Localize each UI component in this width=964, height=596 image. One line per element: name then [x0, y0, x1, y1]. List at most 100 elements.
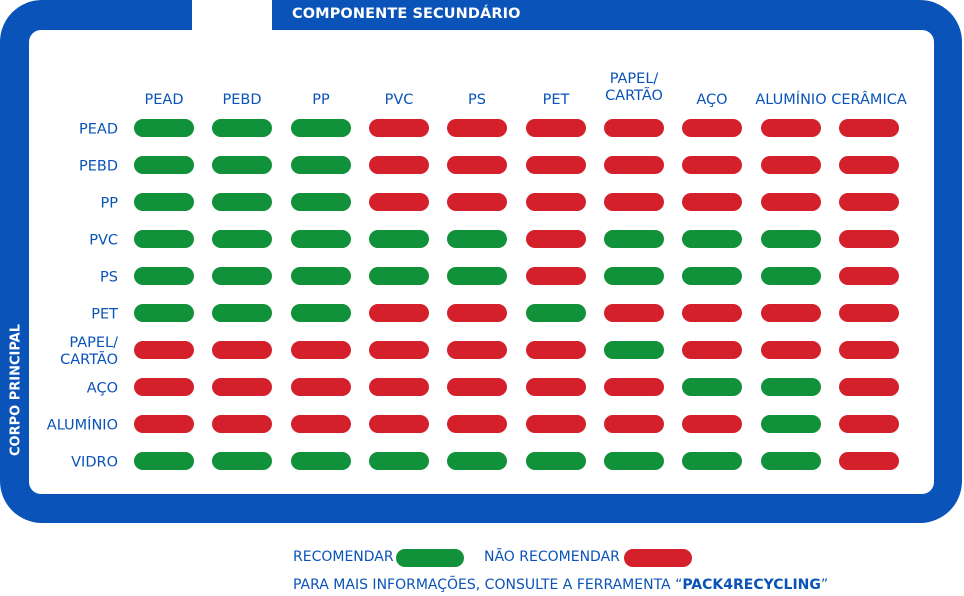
row-label-pead: PEAD	[79, 121, 118, 138]
cell-aluminio-aco-not-recommend	[682, 415, 742, 433]
cell-aco-aluminio-recommend	[761, 378, 821, 396]
cell-ps-papel-cartao-recommend	[604, 267, 664, 285]
cell-pet-aco-not-recommend	[682, 304, 742, 322]
column-header-aluminio: ALUMÍNIO	[755, 92, 827, 108]
cell-aluminio-ceramica-not-recommend	[839, 415, 899, 433]
cell-pp-pp-recommend	[291, 193, 351, 211]
cell-aco-ceramica-not-recommend	[839, 378, 899, 396]
cell-papel-cartao-ceramica-not-recommend	[839, 341, 899, 359]
cell-ps-ceramica-not-recommend	[839, 267, 899, 285]
column-header-pead: PEAD	[144, 92, 184, 108]
column-header-aco: AÇO	[696, 92, 728, 108]
cell-papel-cartao-pet-not-recommend	[526, 341, 586, 359]
cell-papel-cartao-papel-cartao-recommend	[604, 341, 664, 359]
cell-pebd-pead-recommend	[134, 156, 194, 174]
cell-pvc-pead-recommend	[134, 230, 194, 248]
cell-pvc-ceramica-not-recommend	[839, 230, 899, 248]
cell-vidro-pvc-recommend	[369, 452, 429, 470]
cell-aco-ps-not-recommend	[447, 378, 507, 396]
cell-pet-aluminio-not-recommend	[761, 304, 821, 322]
cell-pead-pet-not-recommend	[526, 119, 586, 137]
cell-aco-aco-recommend	[682, 378, 742, 396]
cell-aluminio-papel-cartao-not-recommend	[604, 415, 664, 433]
cell-vidro-aco-recommend	[682, 452, 742, 470]
row-label-vidro: VIDRO	[71, 454, 118, 471]
cell-aluminio-ps-not-recommend	[447, 415, 507, 433]
cell-pet-pead-recommend	[134, 304, 194, 322]
cell-pebd-ceramica-not-recommend	[839, 156, 899, 174]
cell-pead-pead-recommend	[134, 119, 194, 137]
cell-aco-pebd-not-recommend	[212, 378, 272, 396]
cell-pead-ceramica-not-recommend	[839, 119, 899, 137]
cell-papel-cartao-aco-not-recommend	[682, 341, 742, 359]
cell-ps-pet-not-recommend	[526, 267, 586, 285]
cell-pvc-aluminio-recommend	[761, 230, 821, 248]
cell-pebd-pet-not-recommend	[526, 156, 586, 174]
cell-pvc-pp-recommend	[291, 230, 351, 248]
cell-pead-pebd-recommend	[212, 119, 272, 137]
cell-pvc-aco-recommend	[682, 230, 742, 248]
cell-vidro-ceramica-not-recommend	[839, 452, 899, 470]
column-header-ps: PS	[468, 92, 486, 108]
legend-not-recommend-pill	[624, 549, 692, 567]
footer-note-prefix: PARA MAIS INFORMAÇÕES, CONSULTE A FERRAM…	[293, 577, 683, 593]
cell-ps-ps-recommend	[447, 267, 507, 285]
cell-pp-pvc-not-recommend	[369, 193, 429, 211]
cell-pebd-papel-cartao-not-recommend	[604, 156, 664, 174]
cell-pp-aco-not-recommend	[682, 193, 742, 211]
cell-pp-papel-cartao-not-recommend	[604, 193, 664, 211]
cell-pvc-pebd-recommend	[212, 230, 272, 248]
cell-ps-aco-recommend	[682, 267, 742, 285]
column-header-papel-cartao: PAPEL/ CARTÃO	[605, 71, 663, 104]
cell-pebd-aco-not-recommend	[682, 156, 742, 174]
cell-pebd-ps-not-recommend	[447, 156, 507, 174]
cell-aco-pet-not-recommend	[526, 378, 586, 396]
row-label-ps: PS	[100, 269, 118, 286]
cell-pead-ps-not-recommend	[447, 119, 507, 137]
cell-aco-pp-not-recommend	[291, 378, 351, 396]
legend-not-recommend-label: NÃO RECOMENDAR	[484, 549, 620, 565]
cell-pead-papel-cartao-not-recommend	[604, 119, 664, 137]
cell-vidro-ps-recommend	[447, 452, 507, 470]
cell-pet-pebd-recommend	[212, 304, 272, 322]
cell-pet-ps-not-recommend	[447, 304, 507, 322]
cell-papel-cartao-ps-not-recommend	[447, 341, 507, 359]
cell-pet-papel-cartao-not-recommend	[604, 304, 664, 322]
cell-pvc-pet-not-recommend	[526, 230, 586, 248]
cell-aluminio-aluminio-recommend	[761, 415, 821, 433]
cell-papel-cartao-pp-not-recommend	[291, 341, 351, 359]
row-label-pebd: PEBD	[78, 158, 118, 175]
cell-aluminio-pet-not-recommend	[526, 415, 586, 433]
cell-papel-cartao-aluminio-not-recommend	[761, 341, 821, 359]
cell-ps-aluminio-recommend	[761, 267, 821, 285]
row-label-pp: PP	[100, 195, 119, 212]
frame-top-gap	[192, 0, 272, 30]
cell-pet-pp-recommend	[291, 304, 351, 322]
cell-papel-cartao-pebd-not-recommend	[212, 341, 272, 359]
cell-pvc-ps-recommend	[447, 230, 507, 248]
cell-pp-ps-not-recommend	[447, 193, 507, 211]
row-label-pvc: PVC	[89, 232, 118, 249]
column-header-pet: PET	[542, 92, 570, 108]
cell-aluminio-pead-not-recommend	[134, 415, 194, 433]
footer-note: PARA MAIS INFORMAÇÕES, CONSULTE A FERRAM…	[293, 577, 828, 593]
cell-ps-pebd-recommend	[212, 267, 272, 285]
cell-pet-pet-recommend	[526, 304, 586, 322]
cell-ps-pead-recommend	[134, 267, 194, 285]
cell-pead-pvc-not-recommend	[369, 119, 429, 137]
column-header-pebd: PEBD	[222, 92, 262, 108]
cell-ps-pvc-recommend	[369, 267, 429, 285]
cell-pvc-papel-cartao-recommend	[604, 230, 664, 248]
cell-pp-aluminio-not-recommend	[761, 193, 821, 211]
column-header-ceramica: CERÂMICA	[831, 92, 907, 108]
cell-pebd-aluminio-not-recommend	[761, 156, 821, 174]
secondary-component-title: COMPONENTE SECUNDÁRIO	[292, 6, 521, 22]
cell-aluminio-pp-not-recommend	[291, 415, 351, 433]
cell-ps-pp-recommend	[291, 267, 351, 285]
cell-pvc-pvc-recommend	[369, 230, 429, 248]
cell-aco-pead-not-recommend	[134, 378, 194, 396]
row-label-papel-cartao: PAPEL/ CARTÃO	[60, 335, 118, 368]
cell-vidro-aluminio-recommend	[761, 452, 821, 470]
cell-vidro-pp-recommend	[291, 452, 351, 470]
row-label-aluminio: ALUMÍNIO	[46, 417, 118, 434]
